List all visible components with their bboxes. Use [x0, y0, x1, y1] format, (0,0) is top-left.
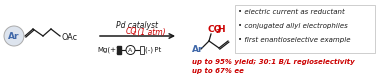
- Text: • electric current as reductant: • electric current as reductant: [238, 9, 345, 15]
- Text: up to 67% ee: up to 67% ee: [192, 68, 244, 74]
- Circle shape: [126, 46, 135, 55]
- Text: (-) Pt: (-) Pt: [145, 47, 161, 53]
- Text: Mg(+): Mg(+): [97, 47, 119, 53]
- Text: 2: 2: [215, 29, 220, 34]
- Text: CO: CO: [125, 28, 137, 37]
- Bar: [117, 46, 121, 54]
- Text: 2: 2: [133, 31, 136, 36]
- Text: CO: CO: [207, 26, 222, 34]
- Text: • conjugated allyl electrophiles: • conjugated allyl electrophiles: [238, 23, 348, 29]
- Text: Ar: Ar: [8, 32, 20, 41]
- Text: Pd catalyst: Pd catalyst: [116, 20, 158, 29]
- Text: A: A: [129, 48, 133, 53]
- Bar: [140, 46, 144, 54]
- Text: up to 95% yield; 30:1 B/L regioselectivity: up to 95% yield; 30:1 B/L regioselectivi…: [192, 59, 355, 65]
- Text: (1 atm): (1 atm): [135, 28, 166, 37]
- Circle shape: [4, 26, 24, 46]
- Bar: [235, 5, 375, 53]
- Text: H: H: [217, 26, 225, 34]
- Text: OAc: OAc: [61, 32, 77, 41]
- Text: • first enantioselective example: • first enantioselective example: [238, 37, 350, 43]
- Text: Ar: Ar: [192, 46, 203, 55]
